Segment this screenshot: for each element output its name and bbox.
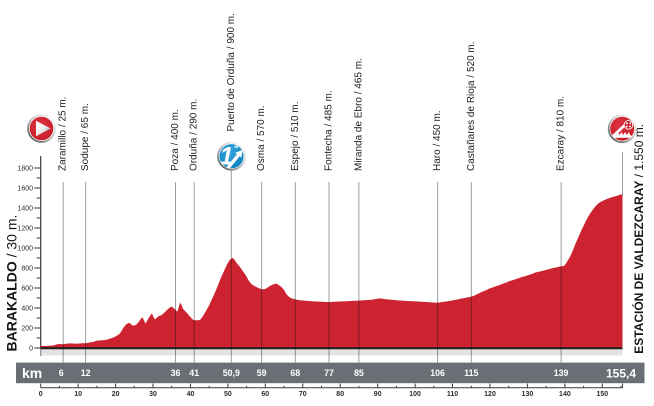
svg-text:41: 41 [189, 368, 199, 378]
svg-text:Sodupe / 65 m.: Sodupe / 65 m. [80, 103, 91, 171]
svg-text:77: 77 [324, 368, 334, 378]
svg-text:ª: ª [234, 143, 239, 155]
svg-text:60: 60 [261, 391, 269, 398]
svg-text:80: 80 [336, 391, 344, 398]
svg-text:Poza / 400 m.: Poza / 400 m. [170, 109, 181, 171]
svg-text:km: km [22, 365, 42, 381]
svg-text:400: 400 [21, 305, 33, 312]
svg-text:68: 68 [290, 368, 300, 378]
svg-text:20: 20 [112, 391, 120, 398]
svg-text:Orduña / 290 m.: Orduña / 290 m. [189, 99, 200, 171]
svg-text:6: 6 [59, 368, 64, 378]
svg-text:120: 120 [484, 391, 496, 398]
svg-text:600: 600 [21, 285, 33, 292]
svg-text:800: 800 [21, 265, 33, 272]
svg-text:ESTACIÓN DE VALDEZCARAY / 1.55: ESTACIÓN DE VALDEZCARAY / 1.550 m. [631, 124, 646, 354]
svg-text:0: 0 [39, 391, 43, 398]
svg-text:200: 200 [21, 325, 33, 332]
svg-text:Puerto de Orduña / 900 m.: Puerto de Orduña / 900 m. [226, 13, 237, 131]
svg-text:59: 59 [257, 368, 267, 378]
svg-text:0: 0 [29, 345, 33, 352]
svg-text:36: 36 [171, 368, 181, 378]
svg-text:100: 100 [409, 391, 421, 398]
svg-text:1600: 1600 [17, 185, 33, 192]
svg-text:139: 139 [554, 368, 569, 378]
svg-text:Ezcaray / 810 m.: Ezcaray / 810 m. [556, 96, 567, 171]
svg-text:Fontecha / 485 m.: Fontecha / 485 m. [324, 90, 335, 171]
svg-text:50: 50 [224, 391, 232, 398]
svg-text:12: 12 [81, 368, 91, 378]
svg-text:10: 10 [74, 391, 82, 398]
svg-text:140: 140 [559, 391, 571, 398]
svg-text:BARAKALDO / 30 m.: BARAKALDO / 30 m. [4, 215, 20, 352]
svg-text:50,9: 50,9 [223, 368, 240, 378]
svg-text:1800: 1800 [17, 165, 33, 172]
svg-text:Castañares de Rioja / 520 m.: Castañares de Rioja / 520 m. [466, 41, 477, 171]
svg-text:Espejo / 510 m.: Espejo / 510 m. [290, 102, 301, 171]
svg-text:Haro / 450 m.: Haro / 450 m. [432, 110, 443, 171]
svg-text:Miranda de Ebro / 465 m.: Miranda de Ebro / 465 m. [353, 58, 364, 171]
svg-text:85: 85 [354, 368, 364, 378]
svg-text:1400: 1400 [17, 205, 33, 212]
svg-text:115: 115 [464, 368, 478, 378]
svg-text:1: 1 [220, 143, 234, 171]
svg-text:70: 70 [299, 391, 307, 398]
svg-text:106: 106 [430, 368, 445, 378]
svg-text:130: 130 [522, 391, 534, 398]
svg-text:Zaramillo / 25 m.: Zaramillo / 25 m. [58, 97, 69, 171]
svg-text:110: 110 [447, 391, 458, 398]
svg-text:1000: 1000 [17, 245, 33, 252]
svg-text:150: 150 [596, 391, 608, 398]
svg-text:Osma / 570 m.: Osma / 570 m. [256, 105, 267, 171]
svg-text:40: 40 [187, 391, 195, 398]
svg-text:30: 30 [149, 391, 157, 398]
svg-text:155,4: 155,4 [606, 367, 636, 381]
svg-text:90: 90 [374, 391, 382, 398]
svg-text:1200: 1200 [17, 225, 33, 232]
